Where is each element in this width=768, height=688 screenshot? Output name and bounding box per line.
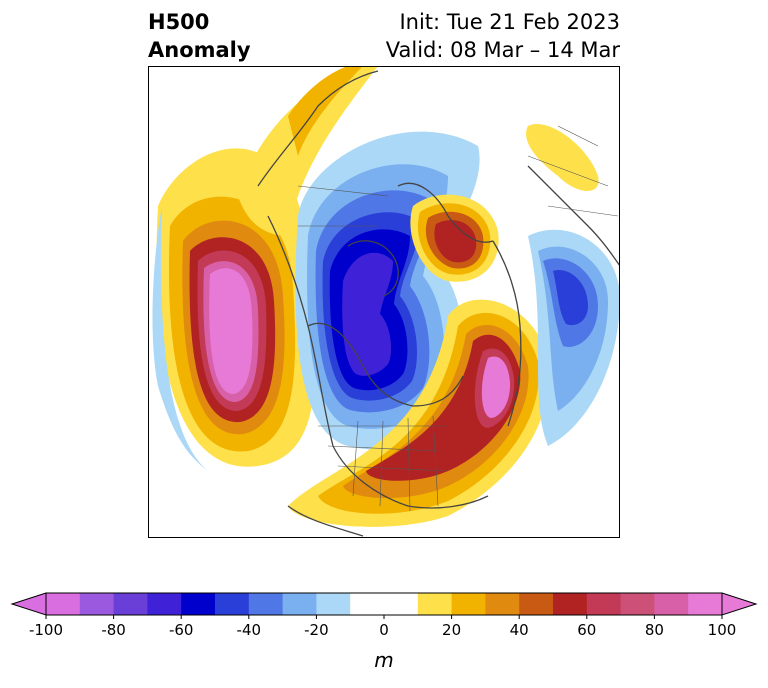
colorbar-cell [688,593,723,615]
map-title: H500 Anomaly [148,8,251,64]
colorbar-cell [417,593,453,615]
colorbar-cell [654,593,689,615]
colorbar: -100 -80 -60 -40 -20 0 20 40 60 80 100 m [0,585,768,684]
forecast-dates: Init: Tue 21 Feb 2023 Valid: 08 Mar – 14… [386,8,620,64]
colorbar-cell [586,593,622,615]
colorbar-tick-label: 0 [379,621,389,639]
colorbar-cell [46,593,81,615]
colorbar-tick-label: 40 [510,621,529,639]
colorbar-cell [350,593,385,615]
colorbar-cell [147,593,182,615]
colorbar-tick-label: -80 [101,621,126,639]
west-blue-band [152,206,208,471]
pacific-ridge [156,148,316,467]
valid-range: Valid: 08 Mar – 14 Mar [385,38,620,62]
colorbar-cell [451,593,486,615]
colorbar-tick-label: -40 [237,621,262,639]
colorbar-cell [181,593,216,615]
anomaly-map [148,66,620,538]
colorbar-cell [384,593,419,615]
atlantic-ridge [288,299,550,527]
colorbar-extend-min [10,592,47,616]
colorbar-cell [282,593,317,615]
colorbar-cell [113,593,148,615]
coastlines [257,70,620,537]
siberia-ridge [410,194,499,282]
colorbar-tick-label: 20 [442,621,461,639]
colorbar-cell [79,593,115,615]
east-trough [528,229,620,446]
colorbar-cell [519,593,554,615]
title-variable: H500 [148,10,210,34]
canada-ridge [238,66,378,236]
colorbar-cell [553,593,588,615]
colorbar-cell [485,593,520,615]
colorbar-cell [620,593,655,615]
init-date: Init: Tue 21 Feb 2023 [399,10,620,34]
colorbar-tick-label: 80 [645,621,664,639]
borders [297,125,619,512]
asia-ridge [526,124,599,191]
colorbar-tick-label: -100 [29,621,63,639]
colorbar-unit-label: m [374,648,393,672]
colorbar-cell [215,593,250,615]
colorbar-tick-label: -60 [169,621,194,639]
colorbar-tick-label: 60 [577,621,596,639]
colorbar-extend-max [721,592,758,616]
colorbar-tick-label: 100 [708,621,737,639]
colorbar-cell [316,593,351,615]
title-field: Anomaly [148,38,251,62]
colorbar-cell [248,593,284,615]
colorbar-tick-label: -20 [304,621,329,639]
